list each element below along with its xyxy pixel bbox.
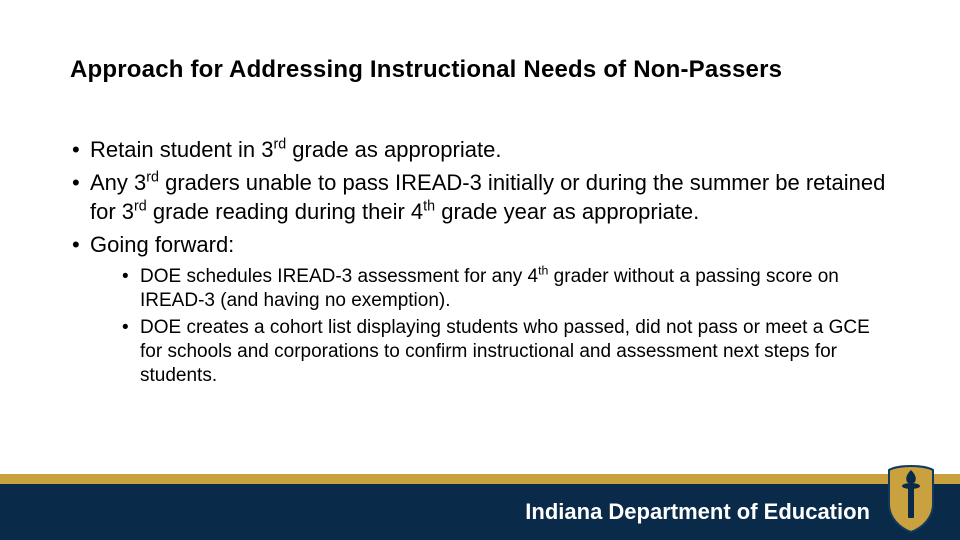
sub-bullet-list: DOE schedules IREAD-3 assessment for any… [122, 265, 892, 389]
slide: Approach for Addressing Instructional Ne… [0, 0, 960, 540]
bullet-text: Retain student in 3rd grade as appropria… [90, 137, 501, 162]
bullet-item: Retain student in 3rd grade as appropria… [72, 135, 892, 164]
bullet-text: Going forward: [90, 232, 234, 257]
footer-bar: Indiana Department of Education [0, 484, 960, 540]
footer-accent-bar [0, 474, 960, 484]
footer: Indiana Department of Education [0, 474, 960, 540]
bullet-item: Going forward: DOE schedules IREAD-3 ass… [72, 230, 892, 389]
bullet-list: Retain student in 3rd grade as appropria… [72, 135, 892, 389]
slide-title: Approach for Addressing Instructional Ne… [70, 56, 782, 84]
state-logo-icon [884, 464, 938, 534]
sub-bullet-text: DOE creates a cohort list displaying stu… [140, 317, 870, 387]
bullet-item: Any 3rd graders unable to pass IREAD-3 i… [72, 168, 892, 226]
sub-bullet-text: DOE schedules IREAD-3 assessment for any… [140, 266, 839, 311]
sub-bullet-item: DOE creates a cohort list displaying stu… [122, 316, 892, 389]
slide-body: Retain student in 3rd grade as appropria… [72, 135, 892, 393]
bullet-text: Any 3rd graders unable to pass IREAD-3 i… [90, 170, 885, 224]
footer-org-text: Indiana Department of Education [525, 499, 870, 525]
sub-bullet-item: DOE schedules IREAD-3 assessment for any… [122, 265, 892, 314]
